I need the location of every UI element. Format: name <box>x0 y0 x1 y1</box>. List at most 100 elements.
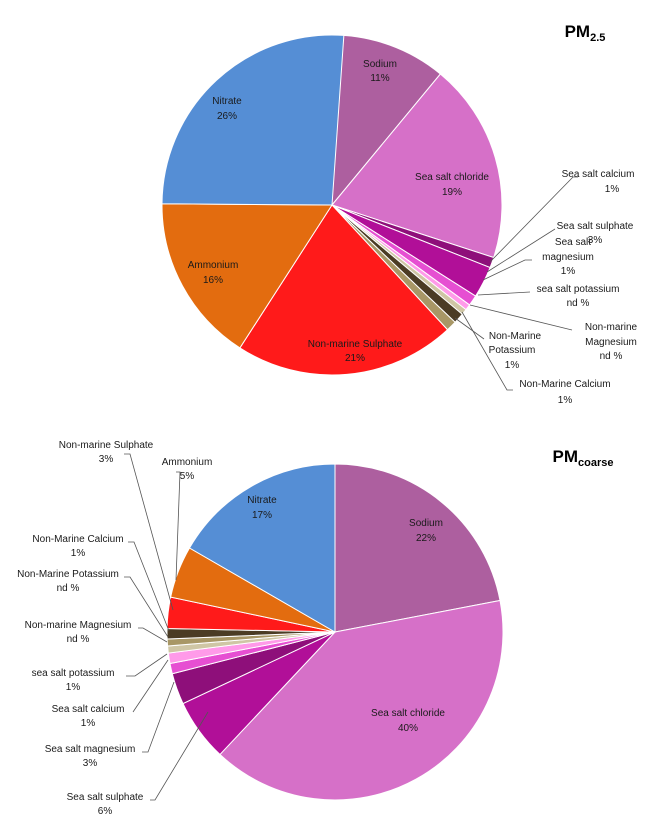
leader-line-non-marine-calcium <box>128 541 170 632</box>
slice-value: 3% <box>83 758 98 769</box>
slice-label-sea-salt-chloride: Sea salt chloride 40% <box>371 708 445 734</box>
leader-line-non-marine-magnesium <box>469 304 573 331</box>
leader-line-non-marine-magnesium <box>138 627 168 643</box>
leader-line-ammonium <box>175 471 181 581</box>
slice-name-part: Magnesium <box>585 337 637 348</box>
slice-value: nd % <box>57 583 80 594</box>
pie-slice-ammonium <box>161 203 333 349</box>
slice-label-sea-salt-magnesium: Sea salt magnesium 3% <box>45 744 136 769</box>
leader-line-sea-salt-potassium <box>477 291 531 296</box>
slice-value: 1% <box>81 718 96 729</box>
slice-label-non-marine-magnesium: Non-marine Magnesium nd % <box>25 620 132 645</box>
leader-line-sea-salt-sulphate <box>150 711 209 801</box>
slice-value: 3% <box>588 235 603 246</box>
leader-line-non-marine-sulphate <box>124 453 174 611</box>
slice-name: sea salt potassium <box>32 668 115 679</box>
leader-line-non-marine-potassium <box>454 317 485 340</box>
slice-label-sea-salt-magnesium: Sea salt magnesium 1% <box>542 237 594 277</box>
slice-label-non-marine-sulphate: Non-marine Sulphate 3% <box>59 440 154 465</box>
slice-value: 19% <box>442 187 462 198</box>
slice-value: 3% <box>99 454 114 465</box>
pie-slice-sea-salt-chloride <box>219 599 504 801</box>
slice-name: Non-marine Sulphate <box>308 339 403 350</box>
leader-line-sea-salt-calcium <box>489 176 578 263</box>
slice-value: 11% <box>370 73 389 84</box>
leader-line-sea-salt-magnesium <box>482 259 532 281</box>
slice-label-non-marine-potassium: Non-Marine Potassium 1% <box>489 331 542 371</box>
slice-name: Nitrate <box>247 495 277 506</box>
slice-name: Non-Marine Potassium <box>17 569 119 580</box>
slice-value: nd % <box>67 634 90 645</box>
slice-name: Sea salt calcium <box>52 704 125 715</box>
slice-label-ammonium: Ammonium 5% <box>162 457 213 482</box>
slice-label-sea-salt-sulphate: Sea salt sulphate 3% <box>557 221 634 246</box>
slice-value: nd % <box>567 298 590 309</box>
slice-name: Sea salt magnesium <box>45 744 136 755</box>
leader-line-non-marine-potassium <box>124 576 169 638</box>
slice-label-sea-salt-chloride: Sea salt chloride 19% <box>415 172 489 198</box>
leader-line-sea-salt-calcium <box>132 659 169 713</box>
slice-label-sea-salt-sulphate: Sea salt sulphate 6% <box>67 792 144 816</box>
slice-name: sea salt potassium <box>537 284 620 295</box>
slice-value: 16% <box>203 275 223 286</box>
leader-line-sea-salt-magnesium <box>142 681 175 753</box>
slice-label-nitrate: Nitrate 17% <box>247 495 277 521</box>
slice-label-sea-salt-potassium: sea salt potassium 1% <box>32 668 115 693</box>
pie-slice-sea-salt-chloride <box>331 73 503 259</box>
chart-title: PM2.5 <box>565 22 606 44</box>
leader-line-sea-salt-potassium <box>126 653 168 677</box>
slice-label-sea-salt-potassium: sea salt potassium nd % <box>537 284 620 309</box>
slice-value: 1% <box>505 360 520 371</box>
pie-slice-sodium <box>334 463 501 633</box>
slice-value: 17% <box>252 510 272 521</box>
slice-value: 21% <box>345 353 365 364</box>
slice-label-non-marine-calcium: Non-Marine Calcium 1% <box>32 534 123 559</box>
slice-value: 1% <box>561 266 576 277</box>
slice-label-sea-salt-calcium: Sea salt calcium 1% <box>52 704 125 729</box>
slice-value: 22% <box>416 533 436 544</box>
slice-value: 1% <box>71 548 86 559</box>
slice-value: 6% <box>98 806 113 816</box>
pie-slice-non-marine-sulphate <box>239 204 449 376</box>
slice-name-part: Non-Marine <box>489 331 542 342</box>
slice-name: Ammonium <box>188 260 239 271</box>
slice-value: 40% <box>398 723 418 734</box>
slice-name: Sodium <box>363 59 397 70</box>
slice-name: Non-marine Sulphate <box>59 440 154 451</box>
slice-label-nitrate: Nitrate 26% <box>212 96 242 122</box>
slice-value: nd % <box>600 351 623 362</box>
slice-name: Sea salt sulphate <box>557 221 634 232</box>
slice-value: 1% <box>605 184 620 195</box>
slice-name-part: Non-marine <box>585 322 638 333</box>
slice-name: Sea salt sulphate <box>67 792 144 803</box>
slice-name: Sea salt chloride <box>415 172 489 183</box>
slice-label-non-marine-potassium: Non-Marine Potassium nd % <box>17 569 119 594</box>
slice-value: 5% <box>180 471 195 482</box>
slice-name: Non-Marine Calcium <box>519 379 610 390</box>
slice-label-sodium: Sodium 22% <box>409 518 443 544</box>
slice-name: Ammonium <box>162 457 213 468</box>
slice-name-part: Potassium <box>489 345 536 356</box>
slice-value: 26% <box>217 111 237 122</box>
slice-name: Sea salt calcium <box>562 169 635 180</box>
slice-name: Nitrate <box>212 96 242 107</box>
slice-value: 1% <box>558 395 573 406</box>
slice-label-sodium: Sodium 11% <box>363 59 397 84</box>
slice-value: 1% <box>66 682 81 693</box>
slice-label-non-marine-magnesium: Non-marine Magnesium nd % <box>585 322 638 362</box>
slice-label-sea-salt-calcium: Sea salt calcium 1% <box>562 169 635 195</box>
pie-slice-nitrate <box>161 34 345 206</box>
slice-label-ammonium: Ammonium 16% <box>188 260 239 286</box>
slice-label-non-marine-calcium: Non-Marine Calcium 1% <box>519 379 610 406</box>
leader-line-sea-salt-sulphate <box>486 228 556 273</box>
slice-name: Sodium <box>409 518 443 529</box>
chart-title: PMcoarse <box>553 447 614 469</box>
slice-name: Sea salt chloride <box>371 708 445 719</box>
slice-label-non-marine-sulphate: Non-marine Sulphate 21% <box>308 339 403 364</box>
slice-name: Non-marine Magnesium <box>25 620 132 631</box>
slice-name: Non-Marine Calcium <box>32 534 123 545</box>
slice-name-part: Sea salt <box>555 237 591 248</box>
leader-line-non-marine-calcium <box>461 311 513 391</box>
